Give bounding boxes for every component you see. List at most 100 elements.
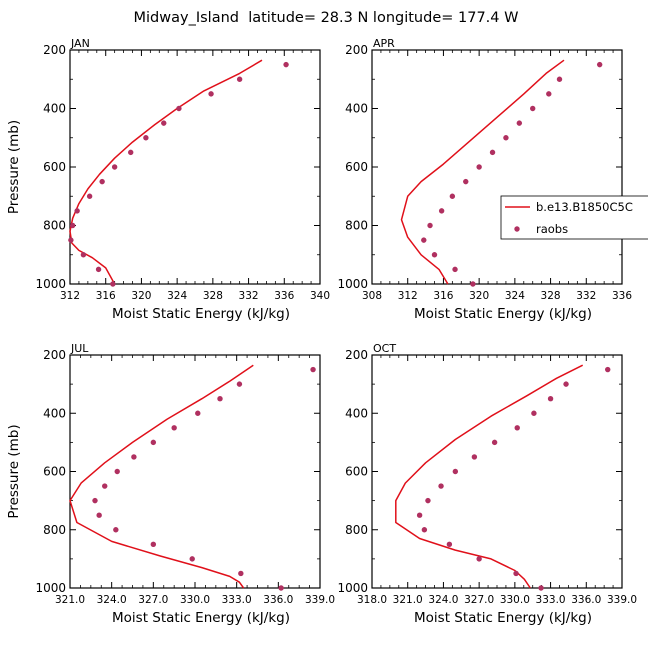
- raobs-point: [538, 585, 544, 591]
- y-tick-label: 1000: [35, 277, 66, 291]
- raobs-point: [96, 512, 102, 518]
- raobs-point: [208, 91, 214, 97]
- raobs-point: [143, 135, 149, 141]
- x-tick-label: 327.0: [138, 594, 168, 606]
- x-tick-label: 308: [362, 290, 382, 302]
- x-axis-label: Moist Static Energy (kJ/kg): [112, 306, 290, 322]
- raobs-point: [546, 91, 552, 97]
- x-tick-label: 324: [167, 290, 187, 302]
- panel-label: JAN: [70, 37, 90, 50]
- x-tick-label: 321.0: [55, 594, 85, 606]
- x-tick-label: 336: [274, 290, 294, 302]
- model-profile-line: [69, 364, 254, 589]
- panel-jan: 312 316 320 324 328 332 336 340 200 400 600 800 1000…: [6, 37, 330, 322]
- x-axis-label: Moist Static Energy (kJ/kg): [414, 610, 592, 626]
- raobs-point: [310, 366, 316, 373]
- raobs-point: [102, 483, 108, 489]
- legend-obs-swatch: [514, 226, 520, 232]
- x-tick-label: 339.0: [607, 594, 637, 606]
- x-tick-label: 333.0: [536, 594, 566, 606]
- raobs-point: [99, 178, 105, 185]
- y-tick-label: 200: [345, 43, 368, 57]
- panel-label: APR: [373, 37, 395, 50]
- raobs-point: [425, 497, 431, 504]
- raobs-point: [596, 61, 603, 68]
- x-tick-label: 316: [96, 290, 116, 302]
- raobs-point: [131, 454, 137, 460]
- x-tick-label: 339.0: [305, 594, 335, 606]
- x-tick-label: 327.0: [464, 594, 494, 606]
- y-tick-label: 600: [345, 465, 368, 479]
- raobs-point: [150, 439, 157, 446]
- model-profile-line: [69, 59, 263, 285]
- y-tick-label: 400: [345, 102, 368, 116]
- raobs-point: [563, 381, 569, 387]
- y-tick-label: 400: [345, 406, 368, 420]
- x-tick-label: 330.0: [180, 594, 210, 606]
- raobs-point: [283, 61, 289, 68]
- y-tick-label: 200: [345, 348, 368, 362]
- raobs-point: [161, 120, 167, 126]
- x-tick-label: 332: [576, 290, 596, 302]
- raobs-point: [452, 266, 458, 273]
- legend-obs-label: raobs: [536, 222, 568, 236]
- raobs-point: [110, 281, 116, 287]
- raobs-point: [113, 527, 119, 533]
- raobs-point: [556, 76, 563, 82]
- x-tick-label: 312: [398, 290, 418, 302]
- raobs-point: [236, 76, 243, 82]
- y-tick-label: 200: [43, 348, 66, 362]
- x-tick-label: 332: [239, 290, 259, 302]
- raobs-point: [128, 149, 134, 156]
- panel-apr: 308 312 316 320 324 328 332 336 200 400 600 800 1000…: [337, 37, 648, 322]
- y-tick-label: 200: [43, 43, 66, 57]
- raobs-point: [74, 208, 80, 214]
- raobs-point: [530, 105, 536, 112]
- raobs-point: [605, 366, 611, 373]
- panels: 312 316 320 324 328 332 336 340 200 400 600 800 1000…: [6, 37, 648, 626]
- x-axis-label: Moist Static Energy (kJ/kg): [414, 306, 592, 322]
- raobs-point: [491, 439, 498, 446]
- y-tick-label: 400: [43, 406, 66, 420]
- raobs-point: [427, 222, 433, 229]
- plot-frame: [371, 354, 623, 589]
- model-profile-line: [400, 59, 565, 285]
- raobs-point: [531, 410, 537, 416]
- x-tick-label: 320: [469, 290, 489, 302]
- raobs-point: [278, 585, 284, 591]
- y-axis-label: Pressure (mb): [6, 120, 22, 214]
- y-tick-label: 600: [43, 160, 66, 174]
- plot-frame: [69, 354, 321, 589]
- raobs-point: [438, 483, 444, 489]
- model-profile-line: [395, 364, 584, 589]
- y-tick-label: 600: [43, 465, 66, 479]
- y-tick-label: 1000: [337, 581, 368, 595]
- raobs-point: [176, 105, 182, 112]
- y-tick-label: 800: [345, 523, 368, 537]
- x-tick-label: 312: [60, 290, 80, 302]
- raobs-point: [514, 425, 520, 431]
- raobs-point: [86, 193, 93, 199]
- x-tick-label: 316: [433, 290, 453, 302]
- raobs-point: [195, 410, 201, 416]
- x-tick-label: 340: [310, 290, 330, 302]
- x-tick-label: 330.0: [500, 594, 530, 606]
- x-tick-label: 336: [612, 290, 632, 302]
- raobs-point: [421, 237, 427, 243]
- x-tick-label: 321.0: [393, 594, 423, 606]
- y-tick-label: 800: [345, 219, 368, 233]
- panel-label: JUL: [70, 342, 89, 355]
- raobs-point: [503, 135, 509, 141]
- raobs-point: [476, 556, 482, 562]
- plot-frame: [371, 49, 623, 285]
- raobs-point: [236, 381, 243, 387]
- raobs-point: [449, 193, 456, 199]
- figure-title: Midway_Island latitude= 28.3 N longitude…: [134, 10, 519, 26]
- y-tick-label: 1000: [337, 277, 368, 291]
- x-tick-label: 324.0: [97, 594, 127, 606]
- y-tick-label: 1000: [35, 581, 66, 595]
- x-tick-label: 333.0: [222, 594, 252, 606]
- panel-oct: 318.0 321.0 324.0 327.0 330.0 333.0 336.0 339.0…: [337, 342, 637, 626]
- raobs-point: [114, 468, 120, 475]
